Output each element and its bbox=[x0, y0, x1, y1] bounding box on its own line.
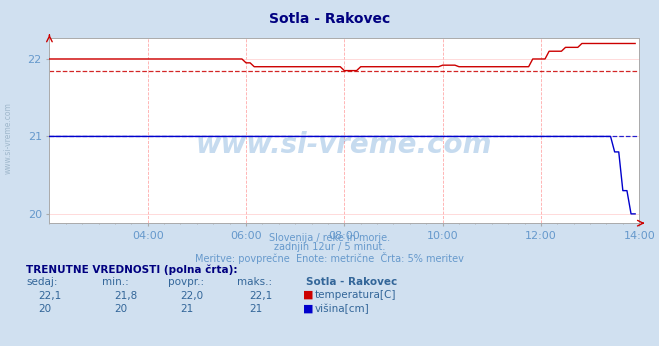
Text: povpr.:: povpr.: bbox=[168, 277, 204, 287]
Text: sedaj:: sedaj: bbox=[26, 277, 58, 287]
Text: 22,0: 22,0 bbox=[180, 291, 203, 301]
Text: 21: 21 bbox=[249, 304, 262, 315]
Text: Sotla - Rakovec: Sotla - Rakovec bbox=[306, 277, 397, 287]
Text: 22,1: 22,1 bbox=[38, 291, 61, 301]
Text: višina[cm]: višina[cm] bbox=[315, 304, 370, 314]
Text: 22,1: 22,1 bbox=[249, 291, 272, 301]
Text: Sotla - Rakovec: Sotla - Rakovec bbox=[269, 12, 390, 26]
Text: Meritve: povprečne  Enote: metrične  Črta: 5% meritev: Meritve: povprečne Enote: metrične Črta:… bbox=[195, 252, 464, 264]
Text: 20: 20 bbox=[114, 304, 127, 315]
Text: maks.:: maks.: bbox=[237, 277, 272, 287]
Text: TRENUTNE VREDNOSTI (polna črta):: TRENUTNE VREDNOSTI (polna črta): bbox=[26, 265, 238, 275]
Text: ■: ■ bbox=[303, 304, 314, 314]
Text: ■: ■ bbox=[303, 290, 314, 300]
Text: min.:: min.: bbox=[102, 277, 129, 287]
Text: Slovenija / reke in morje.: Slovenija / reke in morje. bbox=[269, 233, 390, 243]
Text: temperatura[C]: temperatura[C] bbox=[315, 290, 397, 300]
Text: www.si-vreme.com: www.si-vreme.com bbox=[196, 131, 492, 160]
Text: 21,8: 21,8 bbox=[114, 291, 137, 301]
Text: zadnjih 12ur / 5 minut.: zadnjih 12ur / 5 minut. bbox=[273, 242, 386, 252]
Text: 21: 21 bbox=[180, 304, 193, 315]
Text: www.si-vreme.com: www.si-vreme.com bbox=[4, 102, 13, 174]
Text: 20: 20 bbox=[38, 304, 51, 315]
